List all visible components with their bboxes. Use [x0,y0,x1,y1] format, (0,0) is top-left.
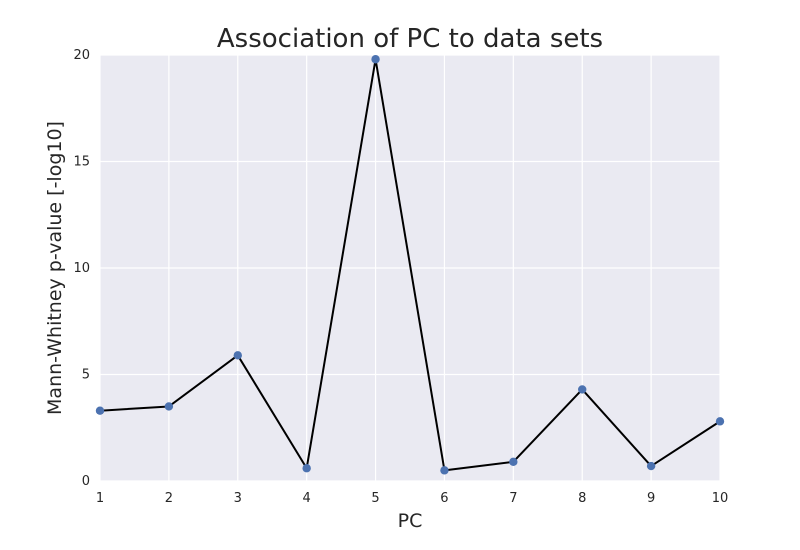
x-tick-label: 3 [234,491,242,506]
data-point [164,402,174,411]
data-point [95,406,105,415]
data-point [233,351,242,360]
data-point [509,457,518,467]
x-tick-label: 5 [371,491,379,506]
y-tick-label: 0 [82,474,90,489]
y-tick-labels: 0 5 10 15 20 [73,48,90,489]
y-tick-label: 15 [73,155,90,170]
x-axis-label: PC [398,510,423,532]
x-tick-label: 6 [440,491,448,506]
y-axis-label: Mann-Whitney p-value [-log10] [44,121,66,415]
x-tick-label: 1 [96,491,104,506]
x-tick-label: 10 [712,491,729,506]
data-point [578,385,587,394]
data-point [646,461,656,471]
x-tick-label: 2 [165,491,173,506]
y-tick-label: 10 [73,261,90,276]
x-tick-label: 4 [303,491,311,506]
y-tick-label: 20 [73,48,90,63]
series-line [99,58,721,472]
data-point [440,466,449,475]
data-point [371,55,380,64]
series-layer [95,55,725,475]
x-tick-label: 9 [647,491,655,506]
chart-title: Association of PC to data sets [217,24,603,54]
data-point [715,417,725,426]
x-tick-label: 7 [509,491,517,506]
x-tick-labels: 1 2 3 4 5 6 7 8 9 10 [96,491,728,506]
data-point [302,464,311,473]
x-tick-label: 8 [578,491,586,506]
y-tick-label: 5 [82,368,90,383]
